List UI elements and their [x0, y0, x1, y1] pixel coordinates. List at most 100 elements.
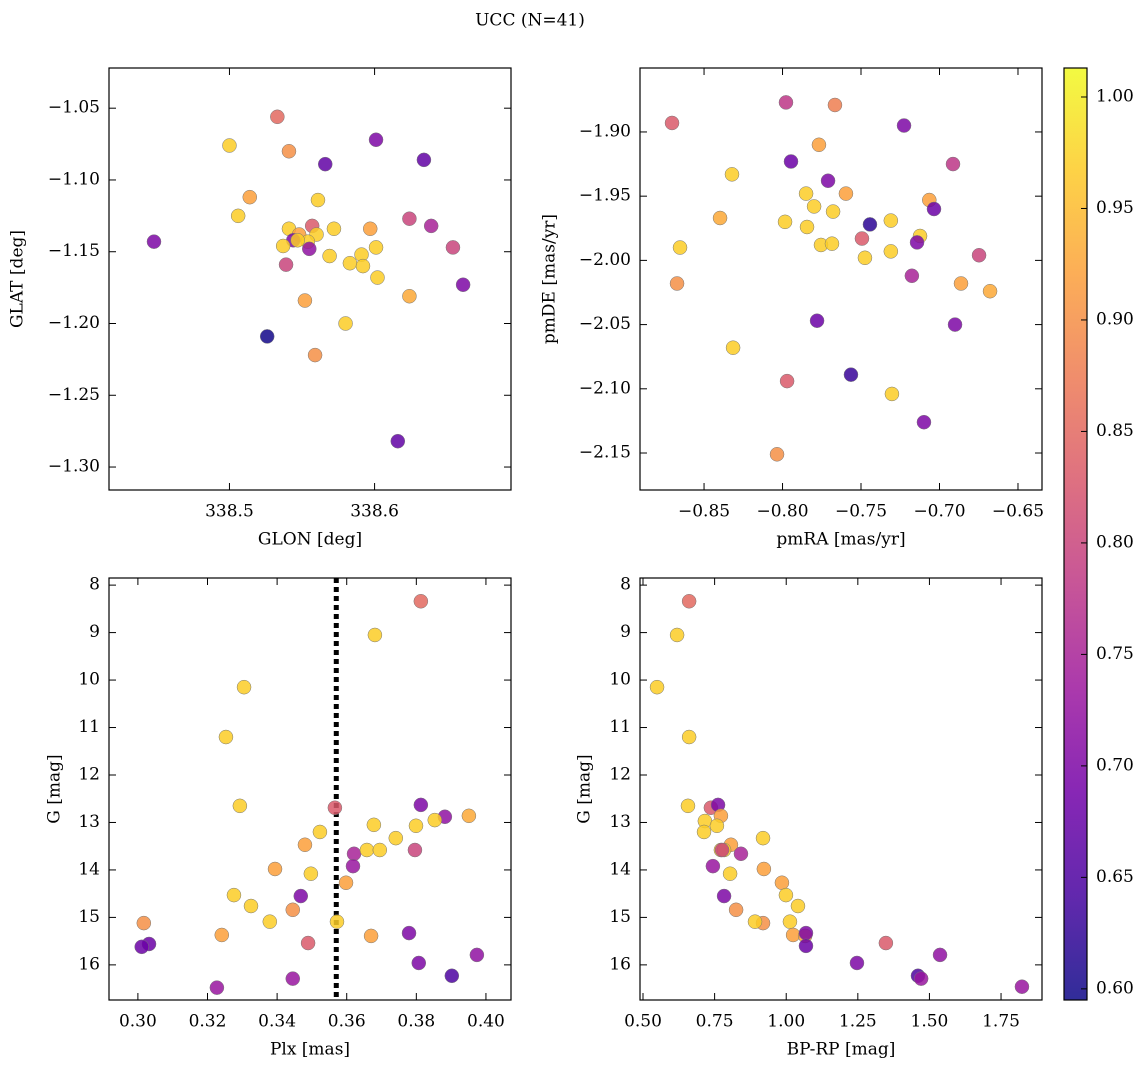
point — [407, 842, 423, 858]
y-tick-label: 12 — [78, 764, 100, 784]
y-tick-label: 9 — [89, 622, 100, 642]
point — [307, 347, 323, 363]
point — [725, 340, 741, 355]
point — [367, 627, 383, 643]
y-tick-label: 11 — [609, 717, 631, 737]
y-tick-label: −1.95 — [579, 186, 631, 206]
y-tick-label: 13 — [609, 812, 631, 832]
y-tick-label: 8 — [620, 575, 631, 595]
point — [857, 250, 873, 266]
point — [317, 156, 333, 172]
point — [854, 231, 870, 246]
point — [716, 888, 732, 904]
point — [649, 679, 665, 695]
point — [798, 938, 814, 954]
point — [322, 248, 337, 264]
point — [278, 257, 294, 272]
y-tick-label: −1.20 — [48, 313, 100, 333]
point — [769, 447, 785, 462]
y-tick-label: −1.05 — [48, 98, 100, 118]
colorbar-tick-label: 0.65 — [1096, 867, 1134, 887]
y-tick-label: 12 — [609, 764, 631, 784]
point — [455, 277, 471, 292]
point — [445, 240, 461, 255]
point — [302, 241, 317, 257]
point — [783, 154, 799, 169]
point — [355, 258, 371, 274]
point — [267, 861, 283, 877]
point — [297, 293, 313, 308]
point — [799, 219, 815, 235]
point — [209, 980, 225, 995]
point — [423, 218, 439, 234]
y-tick-label: −2.00 — [579, 250, 631, 270]
point — [230, 208, 246, 224]
point — [755, 830, 771, 846]
y-tick-label: −1.25 — [48, 385, 100, 405]
point — [883, 244, 899, 259]
plot-area — [664, 95, 998, 462]
point — [820, 173, 836, 189]
point — [669, 627, 685, 643]
point — [285, 971, 301, 986]
point — [913, 971, 929, 986]
point — [849, 955, 865, 971]
x-tick-label: 1.00 — [767, 1012, 805, 1032]
point — [390, 433, 406, 449]
point — [809, 313, 825, 328]
point — [259, 329, 275, 344]
point — [363, 928, 379, 944]
point — [411, 955, 427, 971]
point — [285, 902, 301, 918]
point — [862, 217, 878, 232]
x-tick-label: −0.75 — [835, 502, 887, 522]
point — [916, 414, 932, 430]
point — [878, 935, 894, 951]
point — [469, 947, 485, 963]
point — [262, 914, 278, 929]
x-tick-label: −0.65 — [992, 502, 1044, 522]
point — [275, 238, 291, 254]
x-tick-label: 0.30 — [119, 1012, 157, 1032]
point — [825, 204, 841, 219]
y-tick-label: −1.90 — [579, 121, 631, 141]
point — [312, 824, 328, 840]
point — [338, 316, 353, 331]
y-tick-label: 15 — [78, 907, 100, 927]
point — [724, 167, 740, 182]
point — [971, 247, 987, 263]
y-tick-label: −1.15 — [48, 241, 100, 261]
point — [945, 156, 961, 172]
colorbar-tick-label: 1.00 — [1096, 86, 1134, 106]
colorbar-tick-label: 0.95 — [1096, 198, 1134, 218]
y-axis-label: GLAT [deg] — [8, 230, 28, 328]
x-axis-label: BP-RP [mag] — [787, 1040, 896, 1060]
y-axis-label: pmDE [mas/yr] — [540, 214, 560, 344]
point — [427, 812, 443, 828]
y-tick-label: 8 — [89, 575, 100, 595]
point — [827, 97, 843, 113]
point — [293, 888, 309, 904]
point — [806, 199, 822, 214]
x-tick-label: −0.85 — [678, 502, 730, 522]
x-tick-label: 0.75 — [696, 1012, 734, 1032]
y-tick-label: 10 — [78, 670, 100, 690]
point — [672, 240, 688, 255]
x-tick-label: 0.32 — [189, 1012, 227, 1032]
point — [681, 594, 697, 609]
point — [782, 914, 798, 929]
point — [838, 186, 854, 201]
y-tick-label: 16 — [78, 954, 100, 974]
point — [680, 798, 696, 814]
point — [214, 927, 230, 943]
point — [300, 935, 316, 951]
colorbar-tick-label: 0.60 — [1096, 978, 1134, 998]
point — [243, 898, 259, 914]
point — [798, 186, 814, 201]
point — [408, 818, 424, 834]
point — [696, 824, 712, 840]
point — [778, 95, 794, 110]
point — [843, 367, 859, 382]
point — [709, 818, 725, 834]
point — [281, 144, 297, 159]
